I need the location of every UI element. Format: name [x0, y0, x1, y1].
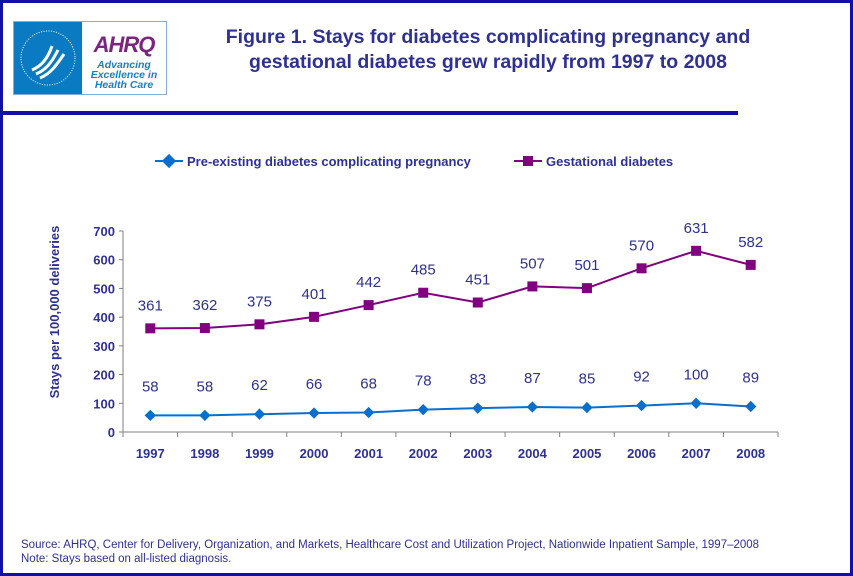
- data-label: 87: [524, 370, 541, 387]
- data-point: [526, 401, 539, 413]
- data-label: 58: [197, 378, 214, 395]
- y-tick-label: 600: [93, 253, 115, 268]
- figure-title: Figure 1. Stays for diabetes complicatin…: [193, 25, 783, 75]
- y-tick-label: 500: [93, 281, 115, 296]
- x-tick-label: 1999: [245, 446, 274, 461]
- data-label: 78: [415, 373, 432, 390]
- y-tick-label: 200: [93, 368, 115, 383]
- data-point: [472, 402, 484, 414]
- x-tick-label: 2008: [736, 446, 765, 461]
- source-note: Source: AHRQ, Center for Delivery, Organ…: [21, 538, 759, 566]
- title-line-1: Figure 1. Stays for diabetes complicatin…: [225, 26, 751, 48]
- y-tick-label: 100: [93, 396, 115, 411]
- data-point: [745, 400, 757, 413]
- data-label: 85: [579, 371, 596, 388]
- series-line: [150, 249, 751, 330]
- data-point: [527, 281, 538, 292]
- x-tick-label: 1998: [190, 446, 219, 461]
- data-point: [144, 409, 156, 422]
- ahrq-wordmark: AHRQ: [93, 32, 156, 57]
- x-tick-label: 2007: [682, 446, 711, 461]
- data-point: [745, 259, 756, 270]
- y-tick-label: 700: [93, 224, 115, 239]
- header-divider: [3, 111, 738, 115]
- data-label: 570: [629, 237, 654, 254]
- data-point: [362, 406, 375, 419]
- data-label: 485: [411, 262, 436, 279]
- data-label: 83: [469, 371, 486, 388]
- data-label: 62: [251, 377, 268, 394]
- data-point: [199, 323, 210, 334]
- x-tick-label: 2003: [463, 446, 492, 461]
- data-point: [309, 311, 320, 322]
- data-point: [363, 300, 374, 311]
- data-point: [472, 297, 483, 308]
- data-label: 92: [633, 369, 650, 386]
- series-gestational: 361 362 375 401 442 485 451 507 501 570 631 582: [138, 220, 763, 334]
- data-point: [690, 397, 702, 409]
- data-point: [308, 407, 320, 419]
- hhs-eagle-icon: [14, 22, 82, 94]
- data-point: [417, 403, 429, 416]
- x-tick-label: 2000: [300, 446, 329, 461]
- line-chart: Pre-existing diabetes complicating pregn…: [47, 153, 779, 461]
- data-label: 361: [138, 297, 163, 314]
- data-label: 442: [356, 274, 381, 291]
- data-point: [418, 287, 429, 298]
- x-tick-label: 1997: [136, 446, 165, 461]
- y-tick-label: 300: [93, 339, 115, 354]
- data-label: 58: [142, 378, 159, 395]
- data-label: 100: [684, 366, 709, 383]
- data-point: [253, 408, 266, 420]
- ahrq-tagline: Advancing Excellence in Health Care: [90, 59, 158, 91]
- series-line: [150, 402, 751, 417]
- source-text: Source: AHRQ, Center for Delivery, Organ…: [21, 539, 760, 551]
- data-label: 68: [360, 375, 377, 392]
- y-tick-label: 0: [108, 425, 115, 440]
- x-tick-label: 2001: [354, 446, 383, 461]
- data-point: [581, 283, 592, 294]
- title-line-2: gestational diabetes grew rapidly from 1…: [249, 51, 727, 73]
- data-point: [636, 263, 647, 274]
- data-label: 501: [574, 257, 599, 274]
- legend-label-gestational: Gestational diabetes: [546, 154, 673, 169]
- y-axis-label: Stays per 100,000 deliveries: [47, 226, 62, 399]
- data-label: 401: [302, 286, 327, 303]
- data-label: 375: [247, 293, 272, 310]
- data-label: 582: [738, 234, 763, 251]
- data-point: [254, 319, 265, 330]
- data-label: 451: [465, 271, 490, 288]
- ahrq-logo: AHRQ Advancing Excellence in Health Care: [13, 21, 167, 95]
- data-point: [199, 409, 211, 422]
- data-point: [145, 323, 156, 334]
- legend-marker-diamond-icon: [161, 153, 177, 169]
- legend-marker-square-icon: [523, 156, 533, 166]
- y-tick-label: 400: [93, 310, 115, 325]
- data-point: [691, 245, 702, 256]
- data-label: 362: [192, 297, 217, 314]
- legend-label-preexisting: Pre-existing diabetes complicating pregn…: [187, 154, 472, 169]
- x-tick-label: 2002: [409, 446, 438, 461]
- data-point: [581, 401, 593, 414]
- series-preexisting: 58 58 62 66 68 78 83 87 85 92 100 89: [142, 366, 759, 422]
- data-label: 66: [306, 376, 323, 393]
- data-label: 507: [520, 255, 545, 272]
- x-tick-label: 2006: [627, 446, 656, 461]
- legend: Pre-existing diabetes complicating pregn…: [155, 153, 673, 169]
- data-label: 631: [684, 220, 709, 237]
- data-point: [635, 399, 648, 412]
- x-tick-label: 2004: [518, 446, 548, 461]
- x-tick-label: 2005: [572, 446, 601, 461]
- note-text: Note: Stays based on all-listed diagnosi…: [21, 553, 232, 565]
- data-label: 89: [742, 369, 759, 386]
